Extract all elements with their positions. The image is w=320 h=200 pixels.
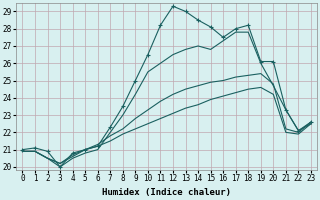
X-axis label: Humidex (Indice chaleur): Humidex (Indice chaleur) — [102, 188, 231, 197]
